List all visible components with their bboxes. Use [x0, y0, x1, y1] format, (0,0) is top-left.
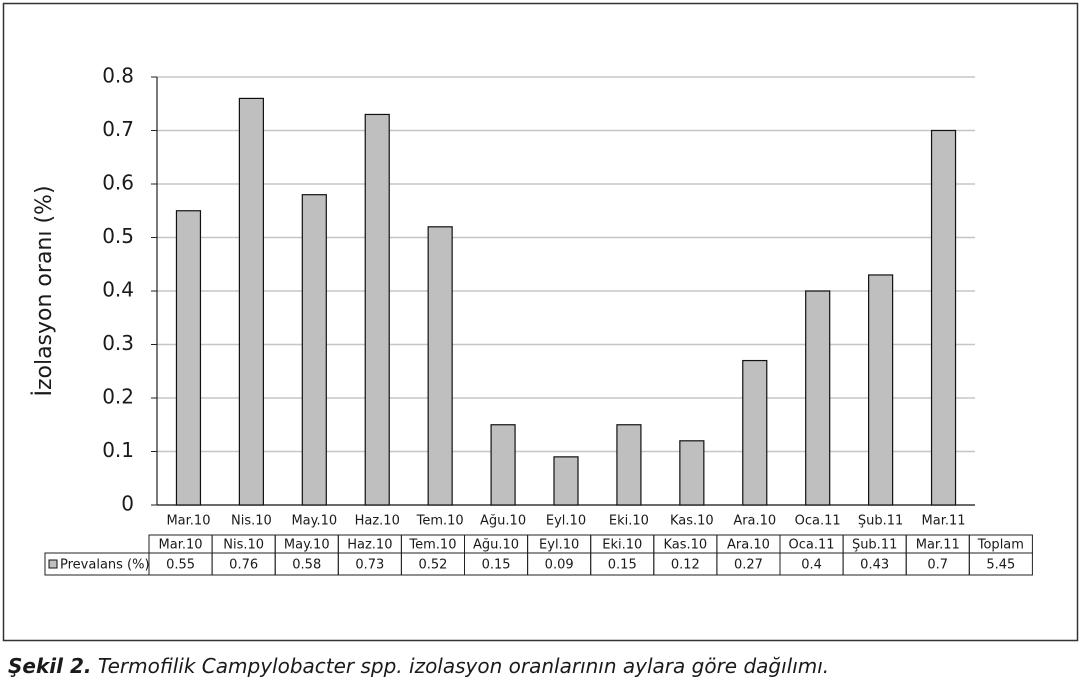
table-value: 0.27	[734, 558, 763, 573]
table-header: Kas.10	[663, 538, 707, 553]
table-value: 0.12	[671, 558, 700, 573]
caption-text: Termofilik Campylobacter spp. izolasyon …	[97, 654, 830, 678]
x-tick-label: Eyl.10	[546, 514, 586, 529]
x-tick-label: May.10	[291, 514, 337, 529]
table-header: Nis.10	[223, 538, 264, 553]
x-tick-label: Mar.11	[922, 514, 966, 529]
bar	[490, 424, 516, 506]
table-value: 0.09	[545, 558, 574, 573]
table-value: 0.15	[608, 558, 637, 573]
table-header: Ağu.10	[473, 538, 519, 553]
x-tick-label: Oca.11	[795, 514, 841, 529]
table-value: 0.7	[927, 558, 948, 573]
frame	[2, 2, 1079, 642]
x-tick-label: Eki.10	[609, 514, 649, 529]
table-header: Mar.10	[159, 538, 203, 553]
table-value: 0.73	[355, 558, 384, 573]
bar	[364, 113, 390, 506]
x-tick-label: Ara.10	[733, 514, 776, 529]
chart: İzolasyon oranı (%) 0 0.1 0.2 0.3 0.4 0.5 0.6 0…	[2, 2, 1079, 642]
legend-label: Prevalans (%)	[60, 558, 150, 573]
table-value: 0.58	[292, 558, 321, 573]
x-tick-label: Şub.11	[858, 514, 903, 529]
bar	[868, 274, 894, 506]
caption-label: Şekil 2.	[8, 654, 92, 678]
table-cell	[968, 552, 1033, 576]
x-tick-label: Mar.10	[166, 514, 210, 529]
x-tick-label: Kas.10	[670, 514, 714, 529]
y-tick-label: 0.6	[102, 171, 134, 195]
bar	[553, 456, 579, 506]
table-header: Ara.10	[727, 538, 770, 553]
bar	[427, 226, 453, 506]
x-tick-label: Nis.10	[231, 514, 272, 529]
table-value: 0.52	[418, 558, 447, 573]
table-header: Eki.10	[602, 538, 642, 553]
bar	[742, 359, 768, 506]
bar	[175, 210, 202, 506]
table-value: 0.4	[801, 558, 822, 573]
table-header: Haz.10	[347, 538, 392, 553]
y-axis-label: İzolasyon oranı (%)	[31, 185, 57, 396]
caption: Şekil 2. Termofilik Campylobacter spp. i…	[8, 654, 829, 678]
x-tick-label: Tem.10	[416, 514, 464, 529]
table-header: Oca.11	[789, 538, 835, 553]
table-value: 0.15	[482, 558, 511, 573]
table-value: 0.55	[166, 558, 195, 573]
bar	[238, 97, 264, 506]
table-value: 0.76	[229, 558, 258, 573]
y-tick-label: 0.4	[102, 278, 134, 302]
table-value: 0.43	[860, 558, 889, 573]
table-header: Tem.10	[408, 538, 456, 553]
table-header: Eyl.10	[539, 538, 579, 553]
x-tick-label: Ağu.10	[480, 514, 526, 529]
bar	[616, 424, 642, 506]
y-tick-label: 0.5	[102, 224, 134, 248]
bar	[805, 290, 831, 506]
y-tick-label: 0	[121, 492, 134, 516]
x-tick-label: Haz.10	[355, 514, 400, 529]
y-tick-label: 0.3	[102, 331, 134, 355]
table-cell	[44, 552, 150, 576]
table-header: May.10	[284, 538, 330, 553]
y-tick-label: 0.8	[102, 64, 134, 88]
y-tick-label: 0.1	[102, 438, 134, 462]
y-tick-label: 0.2	[102, 385, 134, 409]
table-header: Toplam	[977, 538, 1024, 553]
table-header: Şub.11	[852, 538, 897, 553]
legend-key	[48, 559, 58, 569]
bar	[679, 440, 705, 506]
bar	[930, 129, 957, 506]
bar	[301, 194, 327, 506]
table-header: Mar.11	[916, 538, 960, 553]
table-total: 5.45	[986, 558, 1015, 573]
y-tick-label: 0.7	[102, 117, 134, 141]
